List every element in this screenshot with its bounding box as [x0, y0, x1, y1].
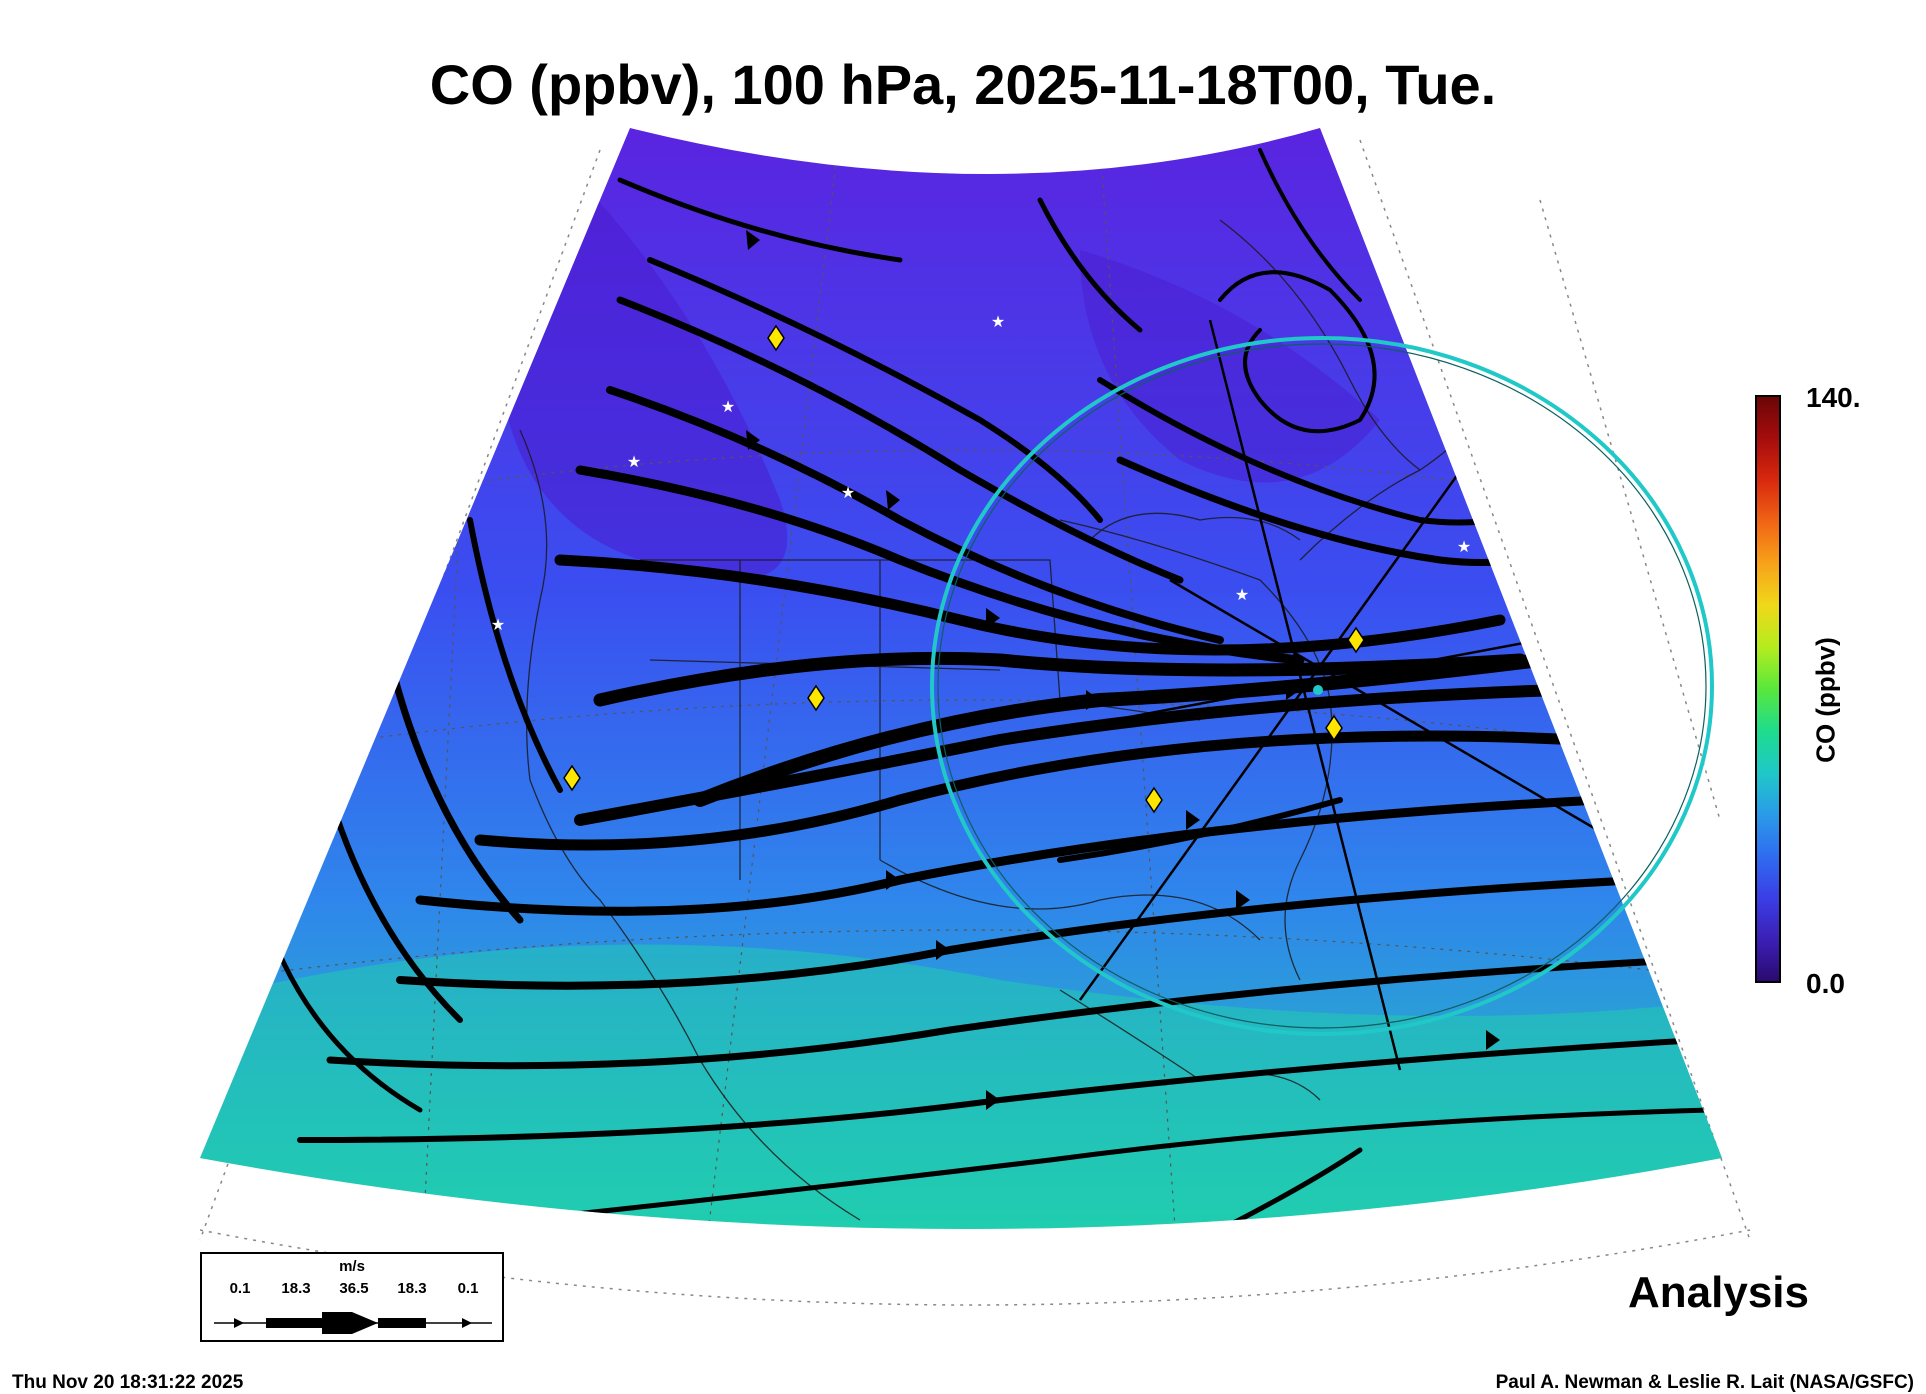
range-ring-inner: [937, 343, 1707, 1029]
plot-credit: Paul A. Newman & Leslie R. Lait (NASA/GS…: [1495, 1372, 1914, 1393]
coastlines: [519, 219, 1501, 1221]
wind-speed-legend: m/s 0.1 18.3 36.5 18.3 0.1: [200, 1252, 504, 1342]
colorbar-max-label: 140.: [1806, 382, 1861, 413]
wind-legend-value: 36.5: [339, 1280, 369, 1297]
wind-legend-value: 18.3: [397, 1280, 427, 1297]
svg-text:★: ★: [491, 615, 505, 634]
svg-text:★: ★: [1235, 585, 1249, 604]
colorbar-unit-label: CO (ppbv): [1810, 637, 1841, 763]
plot-timestamp: Thu Nov 20 18:31:22 2025: [12, 1372, 244, 1393]
range-ring: [930, 336, 1714, 1036]
svg-text:★: ★: [627, 452, 641, 471]
colorbar: [1755, 395, 1781, 983]
wind-legend-unit: m/s: [339, 1258, 365, 1275]
map-title: CO (ppbv), 100 hPa, 2025-11-18T00, Tue.: [429, 53, 1497, 116]
svg-text:★: ★: [721, 397, 735, 416]
stations-star: ★ ★ ★ ★ ★ ★ ★: [491, 312, 1471, 634]
stations-diamond: [563, 324, 1365, 814]
colorbar-min-label: 0.0: [1806, 968, 1845, 999]
wind-legend-value: 0.1: [457, 1280, 479, 1297]
center-station-marker: [1313, 685, 1323, 695]
streamline-arrowheads: [746, 230, 1500, 1110]
graticule-inner: [209, 129, 1722, 1229]
wind-legend-arrow: [214, 1312, 492, 1334]
svg-text:★: ★: [1457, 537, 1471, 556]
svg-text:★: ★: [841, 483, 855, 502]
product-label: Analysis: [1628, 1268, 1809, 1317]
svg-text:★: ★: [991, 312, 1005, 331]
wind-legend-value: 0.1: [229, 1280, 251, 1297]
wind-legend-value: 18.3: [281, 1280, 311, 1297]
co-minimum-region-east: [1080, 250, 1380, 483]
